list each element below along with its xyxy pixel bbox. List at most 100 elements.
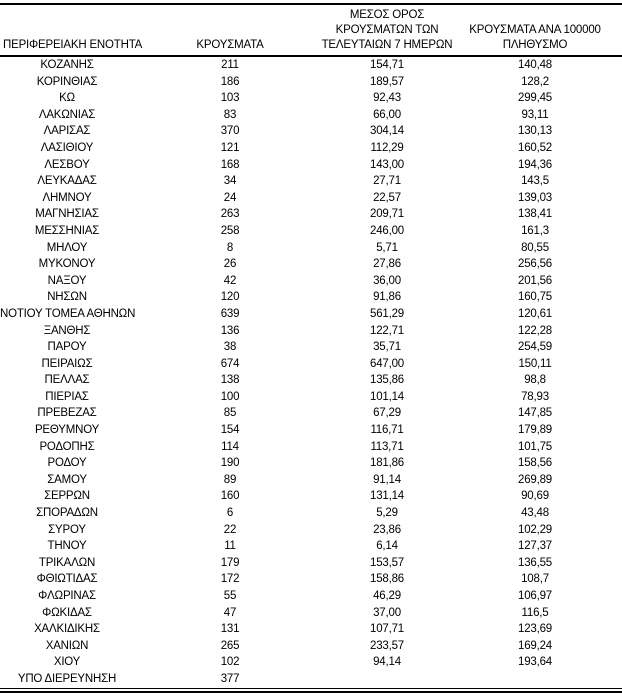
cell-region: ΝΟΤΙΟΥ ΤΟΜΕΑ ΑΘΗΝΩΝ (0, 307, 136, 320)
cell-avg7: 647,00 (370, 357, 404, 370)
cell-avg7: 36,00 (373, 274, 401, 287)
cell-region: ΜΕΣΣΗΝΙΑΣ (34, 224, 100, 237)
cell-cases: 639 (220, 307, 240, 320)
cell-avg7: 23,86 (373, 523, 401, 536)
cell-region: ΦΘΙΩΤΙΔΑΣ (36, 573, 98, 586)
cell-cases: 42 (223, 274, 237, 287)
table-row: ΦΘΙΩΤΙΔΑΣ 172 158,86 108,7 (0, 571, 622, 588)
cell-per100k: 139,03 (518, 191, 552, 204)
table-row: ΤΡΙΚΑΛΩΝ 179 153,57 136,55 (0, 555, 622, 572)
table-row: ΝΗΣΩΝ 120 91,86 160,75 (0, 289, 622, 306)
table-row: ΜΥΚΟΝΟΥ 26 27,86 256,56 (0, 256, 622, 273)
cell-cases: 34 (223, 175, 237, 188)
cell-avg7: 27,86 (373, 258, 401, 271)
cell-cases: 120 (220, 291, 240, 304)
cell-avg7: 107,71 (370, 623, 404, 636)
cell-per100k: 102,29 (518, 523, 552, 536)
cell-cases: 172 (220, 573, 240, 586)
cell-region: ΣΑΜΟΥ (47, 473, 87, 486)
cell-per100k: 122,28 (518, 324, 552, 337)
cell-avg7: 131,14 (370, 490, 404, 503)
cell-cases: 186 (220, 75, 240, 88)
cell-per100k: 136,55 (518, 556, 552, 569)
table-row: ΠΑΡΟΥ 38 35,71 254,59 (0, 339, 622, 356)
cell-per100k: 299,45 (518, 92, 552, 105)
cell-avg7: 66,00 (373, 108, 401, 121)
cell-avg7: 67,29 (373, 407, 401, 420)
cell-cases: 377 (220, 672, 240, 685)
cell-cases: 154 (220, 424, 240, 437)
cell-region: ΡΕΘΥΜΝΟΥ (34, 424, 100, 437)
table-row: ΛΕΥΚΑΔΑΣ 34 27,71 143,5 (0, 173, 622, 190)
cell-cases: 160 (220, 490, 240, 503)
cell-per100k: 256,56 (518, 258, 552, 271)
cell-cases: 103 (220, 92, 240, 105)
cell-avg7: 27,71 (373, 175, 401, 188)
cell-per100k: 201,56 (518, 274, 552, 287)
cell-per100k: 143,5 (521, 175, 549, 188)
table-row: ΤΗΝΟΥ 11 6,14 127,37 (0, 538, 622, 555)
table-body: ΚΟΖΑΝΗΣ 211 154,71 140,48 ΚΟΡΙΝΘΙΑΣ 186 189,57… (0, 56, 622, 688)
cell-cases: 179 (220, 556, 240, 569)
table-row: ΣΑΜΟΥ 89 91,14 269,89 (0, 472, 622, 489)
cell-avg7: 113,71 (370, 440, 404, 453)
cell-region: ΠΑΡΟΥ (47, 341, 87, 354)
cases-by-regional-unit-table: ΠΕΡΙΦΕΡΕΙΑΚΗ ΕΝΟΤΗΤΑ ΚΡΟΥΣΜΑΤΑ ΜΕΣΟΣ ΟΡΟ… (0, 5, 622, 688)
cell-region: ΣΥΡΟΥ (48, 523, 86, 536)
cell-avg7: 246,00 (370, 224, 404, 237)
cell-per100k: 43,48 (521, 507, 549, 520)
cell-region: ΜΑΓΝΗΣΙΑΣ (35, 208, 99, 221)
cell-region: ΧΑΝΙΩΝ (45, 639, 89, 652)
cell-region: ΠΕΙΡΑΙΩΣ (41, 357, 93, 370)
cell-region: ΛΑΚΩΝΙΑΣ (38, 108, 96, 121)
cell-cases: 26 (223, 258, 237, 271)
cell-avg7: 135,86 (370, 374, 404, 387)
cell-region: ΠΡΕΒΕΖΑΣ (37, 407, 97, 420)
cell-avg7: 304,14 (370, 125, 404, 138)
cell-per100k: 194,36 (518, 158, 552, 171)
cell-cases: 136 (220, 324, 240, 337)
column-header-cases-per-100000: ΚΡΟΥΣΜΑΤΑ ΑΝΑ 100000 ΠΛΗΘΥΣΜΟ (448, 5, 622, 57)
cell-region: ΦΛΩΡΙΝΑΣ (38, 590, 96, 602)
bottom-thick-rule (0, 690, 622, 693)
cell-avg7: 91,14 (373, 473, 401, 486)
cell-region: ΚΟΡΙΝΘΙΑΣ (36, 75, 98, 88)
column-header-regional-unit-label: ΠΕΡΙΦΕΡΕΙΑΚΗ ΕΝΟΤΗΤΑ (3, 39, 143, 51)
cell-cases: 265 (220, 639, 240, 652)
cell-per100k: 130,13 (518, 125, 552, 138)
cell-cases: 55 (223, 590, 237, 602)
cell-region: ΛΗΜΝΟΥ (42, 191, 92, 204)
cell-region: ΝΑΞΟΥ (47, 274, 87, 287)
cell-cases: 263 (220, 208, 240, 221)
cell-avg7: 6,14 (376, 540, 398, 553)
table-row: ΛΑΡΙΣΑΣ 370 304,14 130,13 (0, 123, 622, 140)
cell-avg7: 101,14 (370, 390, 404, 403)
cell-per100k: 101,75 (518, 440, 552, 453)
table-row: ΛΑΣΙΘΙΟΥ 121 112,29 160,52 (0, 140, 622, 157)
cell-per100k: 127,37 (518, 540, 552, 553)
cell-per100k: 269,89 (518, 473, 552, 486)
cell-avg7: 22,57 (373, 191, 401, 204)
cell-region: ΧΑΛΚΙΔΙΚΗΣ (34, 623, 100, 636)
cell-avg7: 561,29 (370, 307, 404, 320)
table-row: ΠΕΛΛΑΣ 138 135,86 98,8 (0, 372, 622, 389)
cell-avg7: 189,57 (370, 75, 404, 88)
cell-region: ΡΟΔΟΠΗΣ (39, 440, 95, 453)
cell-per100k: 98,8 (524, 374, 546, 387)
cell-per100k: 123,69 (518, 623, 552, 636)
bottom-rule-gap (0, 688, 622, 691)
column-header-7day-average: ΜΕΣΟΣ ΟΡΟΣ ΚΡΟΥΣΜΑΤΩΝ ΤΩΝ ΤΕΛΕΥΤΑΙΩΝ 7 Η… (322, 5, 453, 57)
table-row: ΧΙΟΥ 102 94,14 193,64 (0, 654, 622, 671)
table-row: ΛΑΚΩΝΙΑΣ 83 66,00 93,11 (0, 107, 622, 124)
cell-cases: 6 (226, 507, 234, 520)
cell-region: ΠΙΕΡΙΑΣ (45, 390, 89, 403)
cell-avg7: 94,14 (373, 656, 401, 669)
cell-cases: 22 (223, 523, 237, 536)
cell-per100k: 78,93 (521, 390, 549, 403)
cell-region: ΣΠΟΡΑΔΩΝ (36, 507, 98, 520)
cell-cases: 100 (220, 390, 240, 403)
cell-region: ΚΟΖΑΝΗΣ (40, 59, 94, 71)
cell-region: ΜΥΚΟΝΟΥ (38, 258, 96, 271)
cell-cases: 131 (220, 623, 240, 636)
cell-per100k: 161,3 (521, 224, 549, 237)
